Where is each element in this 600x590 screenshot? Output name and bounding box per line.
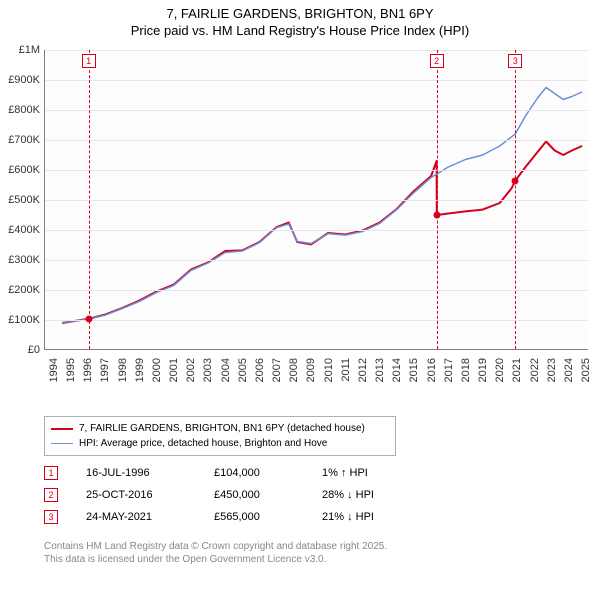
gridline bbox=[45, 140, 588, 141]
x-axis-label: 2004 bbox=[220, 358, 232, 398]
event-badge: 2 bbox=[44, 488, 58, 502]
series-hpi bbox=[62, 88, 582, 323]
title-line2: Price paid vs. HM Land Registry's House … bbox=[0, 23, 600, 40]
x-axis-label: 2010 bbox=[323, 358, 335, 398]
x-axis-label: 2005 bbox=[237, 358, 249, 398]
sale-point bbox=[433, 212, 440, 219]
event-badge: 3 bbox=[44, 510, 58, 524]
x-axis-label: 2013 bbox=[374, 358, 386, 398]
x-axis-label: 2008 bbox=[288, 358, 300, 398]
gridline bbox=[45, 110, 588, 111]
gridline bbox=[45, 230, 588, 231]
gridline bbox=[45, 290, 588, 291]
y-axis-label: £700K bbox=[8, 134, 40, 146]
event-price: £450,000 bbox=[214, 489, 304, 501]
x-axis-label: 1995 bbox=[65, 358, 77, 398]
event-row: 2 25-OCT-2016 £450,000 28% ↓ HPI bbox=[44, 484, 432, 506]
plot-area: 1 2 3 bbox=[44, 50, 588, 350]
x-axis-label: 2019 bbox=[477, 358, 489, 398]
gridline bbox=[45, 80, 588, 81]
footer-attribution: Contains HM Land Registry data © Crown c… bbox=[44, 540, 387, 566]
x-axis-label: 2015 bbox=[408, 358, 420, 398]
x-axis-label: 2017 bbox=[443, 358, 455, 398]
gridline bbox=[45, 170, 588, 171]
gridline bbox=[45, 320, 588, 321]
x-axis-label: 2022 bbox=[529, 358, 541, 398]
x-axis-label: 2021 bbox=[511, 358, 523, 398]
event-row: 1 16-JUL-1996 £104,000 1% ↑ HPI bbox=[44, 462, 432, 484]
y-axis-label: £0 bbox=[28, 344, 40, 356]
x-axis-label: 2006 bbox=[254, 358, 266, 398]
x-axis-label: 2024 bbox=[563, 358, 575, 398]
y-axis-label: £400K bbox=[8, 224, 40, 236]
y-axis-label: £800K bbox=[8, 104, 40, 116]
x-axis-label: 2011 bbox=[340, 358, 352, 398]
x-axis-label: 1998 bbox=[117, 358, 129, 398]
event-marker: 2 bbox=[430, 54, 444, 68]
legend-label: 7, FAIRLIE GARDENS, BRIGHTON, BN1 6PY (d… bbox=[79, 421, 365, 436]
x-axis-label: 2014 bbox=[391, 358, 403, 398]
sale-point bbox=[512, 177, 519, 184]
x-axis-label: 1994 bbox=[48, 358, 60, 398]
event-line bbox=[89, 50, 90, 349]
y-axis-label: £1M bbox=[19, 44, 40, 56]
event-marker: 1 bbox=[82, 54, 96, 68]
x-axis-label: 1999 bbox=[134, 358, 146, 398]
y-axis-label: £900K bbox=[8, 74, 40, 86]
event-line bbox=[515, 50, 516, 349]
event-price: £565,000 bbox=[214, 511, 304, 523]
event-date: 25-OCT-2016 bbox=[86, 489, 196, 501]
x-axis-label: 2016 bbox=[426, 358, 438, 398]
footer-line2: This data is licensed under the Open Gov… bbox=[44, 553, 387, 566]
event-line bbox=[437, 50, 438, 349]
gridline bbox=[45, 260, 588, 261]
chart-title: 7, FAIRLIE GARDENS, BRIGHTON, BN1 6PY Pr… bbox=[0, 0, 600, 40]
x-axis-label: 2025 bbox=[580, 358, 592, 398]
event-date: 24-MAY-2021 bbox=[86, 511, 196, 523]
y-axis-label: £200K bbox=[8, 284, 40, 296]
title-line1: 7, FAIRLIE GARDENS, BRIGHTON, BN1 6PY bbox=[0, 6, 600, 23]
legend: 7, FAIRLIE GARDENS, BRIGHTON, BN1 6PY (d… bbox=[44, 416, 396, 456]
legend-item: HPI: Average price, detached house, Brig… bbox=[51, 436, 389, 451]
event-date: 16-JUL-1996 bbox=[86, 467, 196, 479]
x-axis-label: 2007 bbox=[271, 358, 283, 398]
x-axis-label: 2018 bbox=[460, 358, 472, 398]
event-diff: 1% ↑ HPI bbox=[322, 467, 432, 479]
legend-item: 7, FAIRLIE GARDENS, BRIGHTON, BN1 6PY (d… bbox=[51, 421, 389, 436]
event-row: 3 24-MAY-2021 £565,000 21% ↓ HPI bbox=[44, 506, 432, 528]
y-axis-label: £500K bbox=[8, 194, 40, 206]
x-axis-label: 1996 bbox=[82, 358, 94, 398]
x-axis-label: 2009 bbox=[305, 358, 317, 398]
events-table: 1 16-JUL-1996 £104,000 1% ↑ HPI 2 25-OCT-2016… bbox=[44, 462, 432, 528]
series-price_paid bbox=[62, 142, 582, 324]
footer-line1: Contains HM Land Registry data © Crown c… bbox=[44, 540, 387, 553]
y-axis-label: £300K bbox=[8, 254, 40, 266]
x-axis-label: 2003 bbox=[202, 358, 214, 398]
x-axis-label: 2000 bbox=[151, 358, 163, 398]
chart: 123 £0£100K£200K£300K£400K£500K£600K£700… bbox=[44, 50, 588, 378]
gridline bbox=[45, 50, 588, 51]
event-badge: 1 bbox=[44, 466, 58, 480]
x-axis-label: 2002 bbox=[185, 358, 197, 398]
event-diff: 21% ↓ HPI bbox=[322, 511, 432, 523]
event-diff: 28% ↓ HPI bbox=[322, 489, 432, 501]
y-axis-label: £100K bbox=[8, 314, 40, 326]
x-axis-label: 1997 bbox=[99, 358, 111, 398]
x-axis-label: 2012 bbox=[357, 358, 369, 398]
event-price: £104,000 bbox=[214, 467, 304, 479]
x-axis-label: 2020 bbox=[494, 358, 506, 398]
event-marker: 3 bbox=[508, 54, 522, 68]
legend-swatch bbox=[51, 428, 73, 430]
x-axis-label: 2023 bbox=[546, 358, 558, 398]
x-axis-label: 2001 bbox=[168, 358, 180, 398]
legend-label: HPI: Average price, detached house, Brig… bbox=[79, 436, 327, 451]
y-axis-label: £600K bbox=[8, 164, 40, 176]
gridline bbox=[45, 200, 588, 201]
legend-swatch bbox=[51, 443, 73, 445]
sale-point bbox=[85, 315, 92, 322]
